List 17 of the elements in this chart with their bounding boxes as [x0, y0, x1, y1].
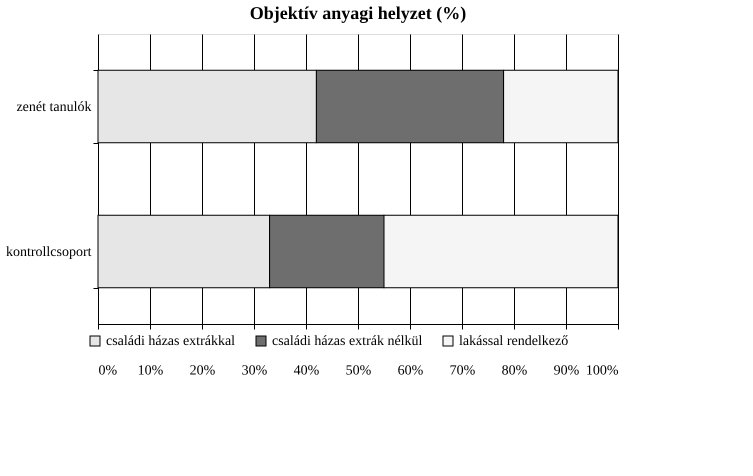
x-tick-label: 60% [398, 364, 424, 378]
x-tick-label: 30% [242, 364, 268, 378]
chart-title: Objektív anyagi helyzet (%) [250, 3, 466, 23]
x-tick-label: 70% [450, 364, 476, 378]
legend-label: lakással rendelkező [459, 334, 568, 349]
x-tick-label: 50% [346, 364, 372, 378]
x-tick-label: 90% [554, 364, 580, 378]
legend-label: családi házas extrák nélkül [272, 334, 423, 349]
x-tick-label: 40% [294, 364, 320, 378]
x-tick-label: 10% [138, 364, 164, 378]
legend-label: családi házas extrákkal [106, 334, 236, 349]
x-tick-label: 0% [98, 364, 118, 378]
x-tick-label: 20% [190, 364, 216, 378]
x-tick-label: 80% [502, 364, 528, 378]
y-tick-label: kontrollcsoport [6, 245, 92, 260]
y-tick-label: zenét tanulók [16, 100, 92, 115]
x-tick-label: 100% [586, 364, 619, 378]
